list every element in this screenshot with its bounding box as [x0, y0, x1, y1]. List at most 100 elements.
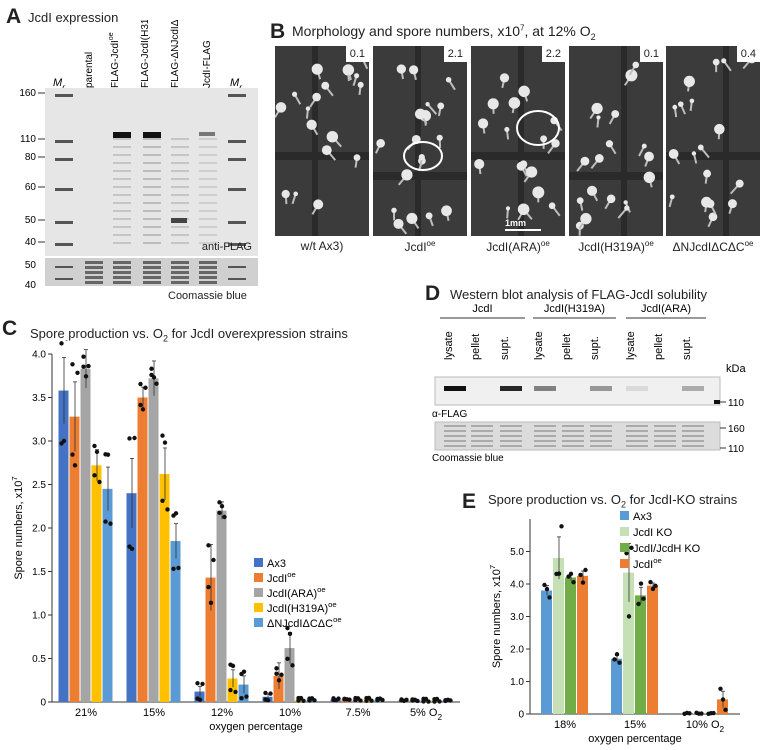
panel-b-letter: B [270, 20, 285, 44]
coomassie-band-d [654, 445, 676, 447]
data-point [160, 499, 164, 503]
data-point [233, 690, 237, 694]
coomassie-band [199, 276, 217, 279]
data-point [165, 507, 169, 511]
legend-swatch [254, 588, 263, 597]
bar [647, 586, 658, 714]
spore-head [644, 172, 655, 183]
smear-band [143, 178, 161, 180]
spore-head [307, 120, 317, 130]
bar [623, 573, 634, 714]
data-point [723, 708, 727, 712]
photo-caption: JcdIoe [373, 239, 467, 254]
smear-band [143, 162, 161, 164]
data-point [312, 698, 316, 702]
data-point [108, 521, 112, 525]
legend-swatch [620, 527, 629, 536]
data-point [211, 558, 215, 562]
spore-head [415, 109, 426, 120]
data-point [331, 698, 335, 702]
coomassie-label-a: Coomassie blue [168, 290, 247, 302]
coomassie-band-d [590, 425, 612, 427]
data-point [206, 585, 210, 589]
lane-label-d: supt. [499, 336, 511, 360]
spore-head [376, 139, 385, 148]
x-tick-label: 12% [211, 707, 233, 719]
data-point [380, 698, 384, 702]
coomassie-ladder [228, 278, 246, 280]
bar [138, 398, 148, 703]
coomassie-band-d [562, 445, 584, 447]
legend-swatch [620, 543, 629, 552]
x-tick-label: 10% O2 [686, 719, 725, 734]
data-point [290, 663, 294, 667]
data-point [559, 524, 563, 528]
ladder-band [228, 140, 246, 143]
data-point [421, 697, 425, 701]
smear-band [171, 138, 189, 140]
spore-head [518, 86, 529, 97]
ladder-band [228, 158, 246, 161]
spore-number: 0.4 [737, 46, 760, 62]
marker-label-d: 110 [728, 398, 744, 409]
coomassie-band-d [444, 435, 466, 437]
smear-band [143, 202, 161, 204]
smear-band [143, 146, 161, 148]
smear-band [171, 186, 189, 188]
spore-head [312, 64, 323, 75]
marker-label-a: 80 [25, 152, 37, 163]
spore-head [595, 154, 604, 163]
spore-head [623, 200, 627, 204]
y-tick-label: 2.0 [510, 645, 524, 656]
data-point [711, 711, 715, 715]
data-point [545, 587, 549, 591]
coomassie-band-d [626, 440, 648, 442]
lane-label-a: FLAG-JcdIoe [108, 32, 121, 88]
spore-head [393, 219, 403, 229]
coomassie-band-d [500, 435, 522, 437]
flag-band [626, 386, 648, 391]
data-point [143, 386, 147, 390]
data-point [288, 632, 292, 636]
photo-caption: JcdI(ARA)oe [471, 239, 565, 254]
coomassie-band [199, 266, 217, 269]
flag-blot [435, 377, 720, 405]
legend-label: JcdIoe [267, 570, 296, 585]
photo-caption: w/t Ax3) [275, 239, 369, 253]
smear-band [199, 162, 217, 164]
data-point [336, 696, 340, 700]
smear-band [143, 218, 161, 220]
data-point [171, 513, 175, 517]
coomassie-band [85, 276, 103, 279]
data-point [636, 602, 640, 606]
data-point [195, 681, 199, 685]
data-point [59, 441, 63, 445]
smear-band [199, 210, 217, 212]
coomassie-band [171, 276, 189, 279]
spore-head [698, 145, 704, 151]
spore-head [426, 212, 433, 219]
smear-band [171, 202, 189, 204]
flag-band [590, 386, 612, 391]
spore-head [690, 99, 695, 104]
coomassie-band-d [534, 445, 556, 447]
coomassie-band-d [534, 425, 556, 427]
coomassie-label-d: Coomassie blue [432, 453, 504, 462]
coomassie-band-d [562, 435, 584, 437]
spore-head [504, 127, 509, 132]
spore-head [397, 64, 406, 73]
lane-label-d: lysate [625, 331, 637, 360]
smear-band [113, 170, 131, 172]
spore-head [419, 154, 425, 160]
data-point [375, 697, 379, 701]
bar [70, 417, 80, 702]
data-point [138, 382, 142, 386]
spore-head [321, 82, 329, 90]
spore-head [607, 195, 616, 204]
panel-a-letter: A [6, 5, 21, 29]
data-point [141, 407, 145, 411]
coomassie-band [85, 266, 103, 269]
coomassie-band-d [682, 425, 704, 427]
coomassie-band-d [562, 430, 584, 432]
